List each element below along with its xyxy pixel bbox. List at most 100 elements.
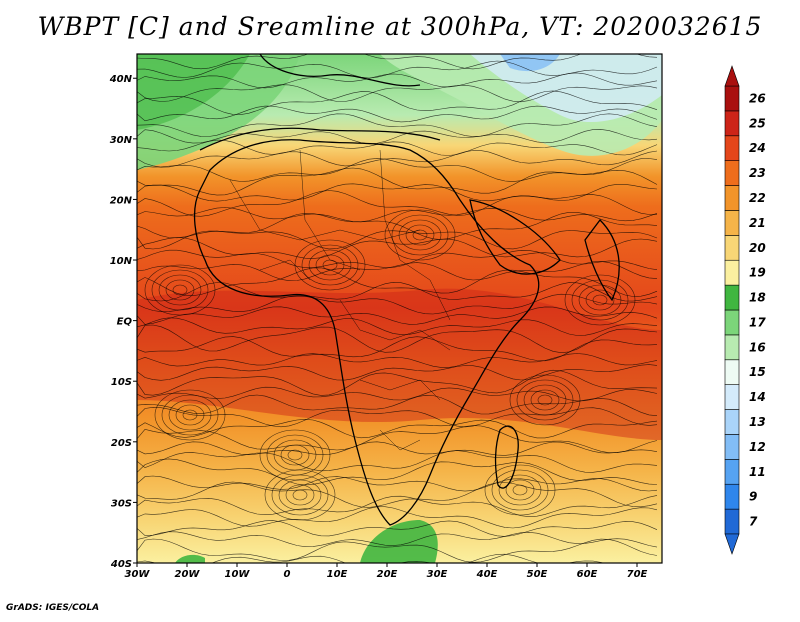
colorbar-segment [724,459,740,485]
colorbar-label: 20 [749,241,766,255]
colorbar-label: 25 [749,116,766,130]
streamline-eddy [175,404,205,426]
streamline [137,261,658,282]
colorbar-segment [724,135,740,161]
streamline [137,538,658,563]
streamline-eddy [512,484,528,496]
y-tick-label: 10S [111,377,132,388]
y-tick-label: 30N [110,135,133,146]
streamline [137,267,658,297]
colorbar-segment [724,160,740,186]
colorbar-label: 15 [749,365,766,379]
streamline-eddy [280,444,310,466]
streamline [137,281,658,302]
streamline [137,54,658,70]
streamline [137,237,658,259]
streamline [137,364,658,381]
y-tick-label: 20N [110,195,133,206]
streamline-eddy [278,479,322,511]
streamline [137,113,658,137]
colorbar-segment [724,359,740,385]
colorbar-label: 26 [749,91,766,105]
streamline [137,475,658,492]
streamline [137,441,658,456]
streamline [137,158,658,182]
streamline-eddy [505,479,535,501]
x-tick-label: 50E [527,569,548,580]
streamline-eddy [523,384,567,416]
colorbar-lower-arrow [724,533,740,555]
streamline [137,293,658,315]
streamline-eddy [405,224,435,246]
colorbar-upper-arrow [724,65,740,87]
colorbar-label: 24 [749,141,766,155]
streamline-eddy [264,469,336,521]
streamline-eddy [509,374,581,426]
x-tick-label: 0 [284,569,291,580]
streamline [137,72,658,89]
streamline-eddy [285,484,315,506]
x-tick-label: 70E [627,569,648,580]
y-tick-label: 40S [110,559,132,570]
x-tick-label: 20W [175,569,201,580]
colorbar-segment [724,259,740,286]
colorbar-label: 16 [749,340,766,354]
coastline-layer [193,54,620,526]
x-tick-label: 30E [427,569,448,580]
colorbar-segment [724,334,740,361]
footer-credit: GrADS: IGES/COLA [6,603,100,613]
colorbar-segment [724,434,740,460]
streamline [137,150,658,168]
streamline-eddy [516,379,574,421]
colorbar-label: 21 [749,216,766,230]
colorbar-segment [724,235,740,261]
x-axis-ticks: 30W 20W 10W 0 10E 20E 30E 40E 50E 60E 70E [125,563,648,580]
colorbar-label: 13 [749,415,766,429]
streamline-eddy [498,474,542,506]
streamline-eddy [564,274,636,326]
streamline [137,190,658,217]
streamline-eddy [301,244,359,286]
streamline [137,183,658,202]
streamline-eddy [530,389,560,411]
streamline [137,425,658,453]
colorbar-label: 22 [749,191,766,205]
streamline-eddy [168,399,212,431]
y-tick-label: 10N [110,256,133,267]
streamline-eddy [585,289,615,311]
colorbar-label: 14 [749,390,766,404]
streamline [137,481,658,508]
streamline-layer [137,54,658,563]
streamline-eddy [158,274,202,306]
colorbar-label: 18 [749,291,766,305]
streamline-eddy [271,474,329,516]
x-tick-label: 40E [476,569,498,580]
streamline-eddy [315,254,345,276]
streamline [137,418,658,439]
streamline [137,495,658,518]
streamline [137,458,658,486]
streamline [137,90,658,115]
map-field [137,54,662,563]
streamline-eddy [161,394,219,436]
colorbar-segment [724,384,740,410]
streamline [137,369,658,396]
streamline-eddy [537,394,553,406]
colorbar-label: 7 [749,515,758,529]
y-tick-label: 40N [109,74,133,85]
colorbar: 7 9 11 12 13 14 15 16 17 18 19 20 21 22 23 24 25 26 [724,65,766,555]
x-tick-label: 60E [577,569,598,580]
streamline-eddy [292,489,308,501]
streamline-eddy [384,209,456,261]
colorbar-segment [724,110,740,137]
streamline [137,531,658,548]
streamline [137,84,658,103]
streamline-eddy [391,214,449,256]
colorbar-segment [724,284,740,311]
streamline [137,386,658,402]
x-tick-label: 30W [125,569,151,580]
streamline [137,105,658,123]
colorbar-label: 9 [749,490,757,504]
colorbar-segment [724,185,740,211]
streamline [137,306,658,325]
